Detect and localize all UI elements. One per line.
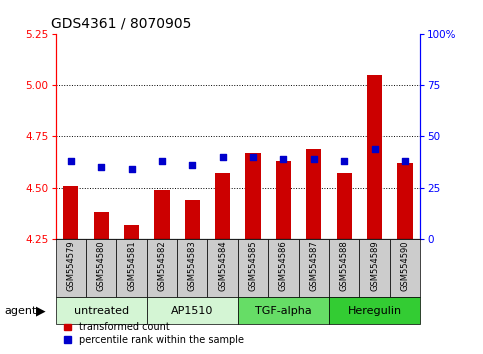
Bar (390, 239, 420, 297)
Bar (398, 163, 412, 239)
Text: GSM554584: GSM554584 (218, 241, 227, 291)
Bar (245, 153, 261, 239)
Point (97, 164, 105, 170)
Bar (147, 297, 238, 324)
Bar (63, 185, 78, 239)
Bar (238, 239, 268, 297)
Text: Heregulin: Heregulin (348, 306, 402, 316)
Text: GSM554586: GSM554586 (279, 241, 288, 291)
Point (188, 162, 196, 168)
Text: TGF-alpha: TGF-alpha (255, 306, 312, 316)
Bar (185, 200, 200, 239)
Text: GSM554582: GSM554582 (157, 241, 167, 291)
Bar (124, 224, 139, 239)
Bar (94, 212, 109, 239)
Text: GSM554580: GSM554580 (97, 241, 106, 291)
Bar (147, 239, 177, 297)
Legend: transformed count, percentile rank within the sample: transformed count, percentile rank withi… (60, 319, 248, 349)
Text: GSM554590: GSM554590 (400, 241, 410, 291)
Point (371, 146, 379, 152)
Bar (329, 297, 420, 324)
Text: GSM554581: GSM554581 (127, 241, 136, 291)
Bar (116, 239, 147, 297)
Bar (215, 173, 230, 239)
Point (310, 156, 318, 162)
Point (401, 158, 409, 164)
Point (128, 166, 135, 172)
Bar (306, 149, 322, 239)
Bar (86, 239, 116, 297)
Text: agent: agent (5, 306, 37, 316)
Bar (367, 75, 382, 239)
Bar (154, 190, 170, 239)
Bar (298, 239, 329, 297)
Bar (359, 239, 390, 297)
Text: GSM554585: GSM554585 (249, 241, 257, 291)
Point (280, 156, 287, 162)
Point (158, 158, 166, 164)
Bar (268, 239, 298, 297)
Text: GSM554583: GSM554583 (188, 241, 197, 291)
Text: GSM554588: GSM554588 (340, 241, 349, 291)
Bar (329, 239, 359, 297)
Text: GSM554579: GSM554579 (66, 241, 75, 291)
Text: AP1510: AP1510 (171, 306, 213, 316)
Text: untreated: untreated (73, 306, 128, 316)
Text: GSM554589: GSM554589 (370, 241, 379, 291)
Point (341, 158, 348, 164)
Point (249, 154, 257, 160)
Point (67, 158, 74, 164)
Bar (276, 161, 291, 239)
Bar (56, 239, 86, 297)
Point (219, 154, 227, 160)
Bar (56, 297, 147, 324)
Bar (238, 297, 329, 324)
Text: GSM554587: GSM554587 (309, 241, 318, 291)
Bar (208, 239, 238, 297)
Bar (177, 239, 208, 297)
Text: ▶: ▶ (36, 304, 46, 317)
Bar (337, 173, 352, 239)
Text: GDS4361 / 8070905: GDS4361 / 8070905 (51, 16, 191, 30)
